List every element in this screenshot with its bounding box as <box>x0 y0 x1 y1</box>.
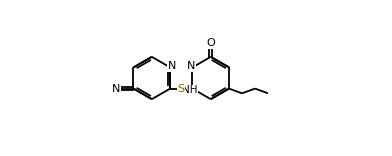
Text: N: N <box>167 61 176 71</box>
Text: S: S <box>178 84 185 94</box>
Text: O: O <box>206 38 215 48</box>
Text: N: N <box>112 84 120 94</box>
Text: NH: NH <box>182 85 198 95</box>
Text: N: N <box>187 61 195 71</box>
